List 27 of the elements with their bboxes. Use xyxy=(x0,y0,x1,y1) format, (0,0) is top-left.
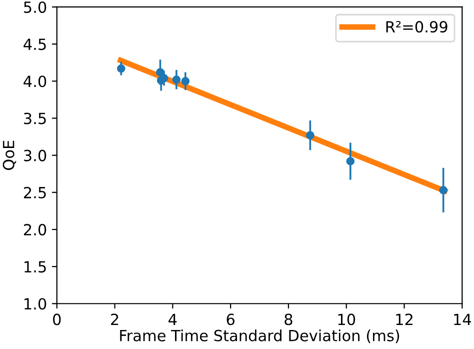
y-tick-label: 4.0 xyxy=(24,76,46,88)
point xyxy=(116,64,126,73)
y-tick-label: 1.0 xyxy=(24,298,46,310)
y-tick-label: 1.5 xyxy=(24,261,46,273)
y-tick-label: 5.0 xyxy=(24,1,46,13)
legend-label: R²=0.99 xyxy=(386,21,448,33)
y-tick-label: 2.0 xyxy=(24,224,46,236)
y-axis-title: QoE xyxy=(2,140,16,170)
y-tick-label: 4.5 xyxy=(24,38,46,50)
x-tick-label: 14 xyxy=(454,314,472,325)
y-tick-label: 3.0 xyxy=(24,150,46,162)
point xyxy=(346,157,355,166)
x-tick-label: 2 xyxy=(111,314,118,325)
x-tick-label: 10 xyxy=(338,314,356,326)
point xyxy=(181,76,190,86)
x-axis-title: Frame Time Standard Deviation (ms) xyxy=(120,330,400,344)
x-tick-label: 8 xyxy=(284,314,292,326)
x-tick-label: 12 xyxy=(396,314,412,325)
point xyxy=(172,75,181,84)
point xyxy=(156,68,164,76)
y-tick-label: 3.5 xyxy=(24,112,46,124)
x-tick-label: 0 xyxy=(53,314,61,326)
point xyxy=(306,131,314,140)
point xyxy=(439,186,448,194)
x-tick-label: 4 xyxy=(168,314,177,325)
x-tick-label: 6 xyxy=(226,314,234,326)
y-tick-label: 2.5 xyxy=(24,186,46,198)
